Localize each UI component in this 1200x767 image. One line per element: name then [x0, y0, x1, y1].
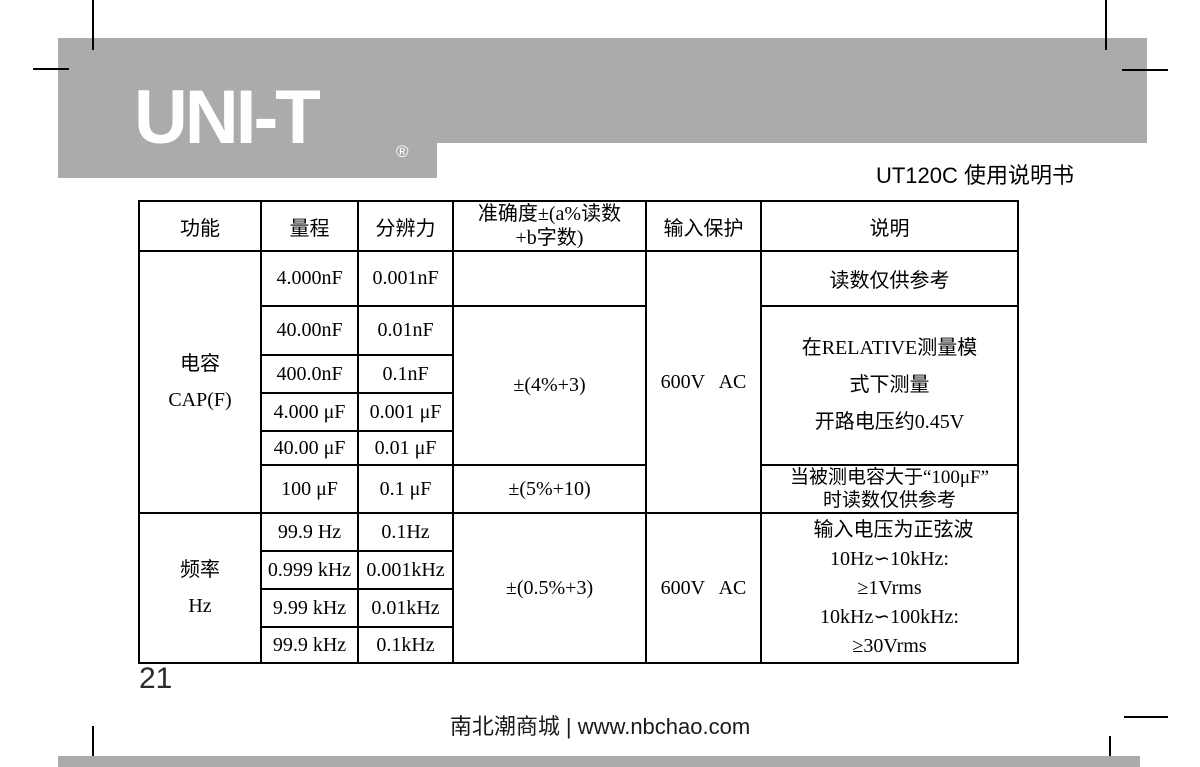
accuracy-header-line1: 准确度±(a%读数	[477, 203, 622, 225]
accuracy-cell-empty	[452, 250, 647, 307]
description-cell-reference-only: 读数仅供参考	[760, 250, 1019, 307]
col-header-protection: 输入保护	[645, 200, 762, 252]
table-row: 电容 CAP(F) 4.000nF 0.001nF 600V AC 读数仅供参考	[138, 250, 1019, 514]
function-cell-capacitance: 电容 CAP(F)	[138, 250, 262, 514]
table-row: 4.000 μF 0.001 μF	[139, 392, 1018, 432]
resolution-cell: 0.001kHz	[357, 550, 454, 590]
crop-mark-top-right-vertical	[1105, 0, 1107, 50]
description-line: 当被测电容大于“100μF”	[789, 467, 990, 488]
col-header-accuracy: 准确度±(a%读数 +b字数)	[452, 200, 647, 252]
description-line: 时读数仅供参考	[822, 490, 956, 511]
table-row: 40.00nF 0.01nF ±(4%+3) 在RELATIVE测量模 式下测量…	[139, 305, 1019, 466]
document-title: UT120C 使用说明书	[875, 163, 1074, 188]
crop-mark-top-left-horizontal	[33, 68, 69, 70]
description-line: 10kHz∽100kHz:	[820, 605, 959, 628]
spec-table: 功能 量程 分辨力 准确度±(a%读数 +b字数) 输入保护 说明 电容 CAP…	[138, 200, 1019, 664]
description-line: ≥1Vrms	[857, 576, 922, 599]
description-cell-relative-mode: 在RELATIVE测量模 式下测量 开路电压约0.45V	[760, 305, 1019, 466]
resolution-cell: 0.01nF	[357, 305, 454, 356]
header-gray-band	[58, 38, 1147, 143]
table-row: 400.0nF 0.1nF	[139, 354, 1018, 394]
table-row: 频率 Hz 99.9 Hz 0.1Hz ±(0.5%+3) 600V AC 输入…	[138, 512, 1019, 664]
table-row: 40.00 μF 0.01 μF	[139, 430, 1018, 466]
resolution-cell: 0.01kHz	[357, 588, 454, 628]
resolution-cell: 0.1nF	[357, 354, 454, 394]
range-cell: 99.9 kHz	[260, 626, 359, 664]
crop-mark-bottom-right-vertical	[1109, 736, 1111, 767]
registered-trademark-icon: ®	[396, 142, 409, 161]
range-cell: 100 μF	[260, 464, 359, 514]
description-line: 在RELATIVE测量模	[801, 337, 978, 359]
page-number: 21	[139, 662, 173, 695]
range-cell: 400.0nF	[260, 354, 359, 394]
footer-gray-band	[58, 756, 1140, 767]
protection-cell-capacitance: 600V AC	[645, 250, 762, 514]
crop-mark-bottom-right-horizontal	[1124, 716, 1168, 718]
col-header-function: 功能	[138, 200, 262, 252]
table-header-row: 功能 量程 分辨力 准确度±(a%读数 +b字数) 输入保护 说明	[138, 200, 1019, 252]
table-row: 9.99 kHz 0.01kHz	[139, 588, 1018, 628]
uni-t-logo: UNI-T	[134, 75, 321, 160]
description-line: ≥30Vrms	[852, 634, 927, 657]
accuracy-cell-100uf: ±(5%+10)	[452, 464, 647, 514]
function-frequency-cn: 频率	[180, 559, 220, 581]
col-header-description: 说明	[760, 200, 1019, 252]
range-cell: 4.000 μF	[260, 392, 359, 432]
resolution-cell: 0.001nF	[357, 250, 454, 307]
resolution-cell: 0.1Hz	[357, 512, 454, 552]
resolution-cell: 0.01 μF	[357, 430, 454, 466]
resolution-cell: 0.001 μF	[357, 392, 454, 432]
function-capacitance-cn: 电容	[180, 353, 220, 375]
footer-site-text: 南北潮商城 | www.nbchao.com	[449, 714, 751, 739]
range-cell: 4.000nF	[260, 250, 359, 307]
range-cell: 99.9 Hz	[260, 512, 359, 552]
function-capacitance-en: CAP(F)	[168, 389, 232, 411]
description-line: 开路电压约0.45V	[814, 411, 965, 433]
accuracy-header-line2: +b字数)	[515, 227, 584, 249]
crop-mark-top-right-horizontal	[1122, 69, 1168, 71]
header-gray-band-logo-extension	[58, 143, 437, 178]
accuracy-cell-capacitance: ±(4%+3)	[452, 305, 647, 466]
protection-cell-frequency: 600V AC	[645, 512, 762, 664]
function-cell-frequency: 频率 Hz	[138, 512, 262, 664]
table-row: 100 μF 0.1 μF ±(5%+10) 当被测电容大于“100μF” 时读…	[139, 464, 1019, 514]
range-cell: 9.99 kHz	[260, 588, 359, 628]
description-line: 输入电压为正弦波	[813, 518, 974, 541]
description-cell-over-100uf: 当被测电容大于“100μF” 时读数仅供参考	[760, 464, 1019, 514]
resolution-cell: 0.1kHz	[357, 626, 454, 664]
crop-mark-top-left-vertical	[92, 0, 94, 50]
table-row: 99.9 kHz 0.1kHz	[139, 626, 1018, 664]
description-cell-frequency: 输入电压为正弦波 10Hz∽10kHz: ≥1Vrms 10kHz∽100kHz…	[760, 512, 1019, 664]
range-cell: 40.00nF	[260, 305, 359, 356]
description-line: 式下测量	[849, 374, 930, 396]
resolution-cell: 0.1 μF	[357, 464, 454, 514]
col-header-range: 量程	[260, 200, 359, 252]
table-row: 0.999 kHz 0.001kHz	[139, 550, 1018, 590]
accuracy-cell-frequency: ±(0.5%+3)	[452, 512, 647, 664]
range-cell: 0.999 kHz	[260, 550, 359, 590]
range-cell: 40.00 μF	[260, 430, 359, 466]
function-frequency-unit: Hz	[188, 595, 212, 617]
col-header-resolution: 分辨力	[357, 200, 454, 252]
crop-mark-bottom-left-vertical	[92, 726, 94, 767]
description-line: 10Hz∽10kHz:	[830, 547, 949, 570]
